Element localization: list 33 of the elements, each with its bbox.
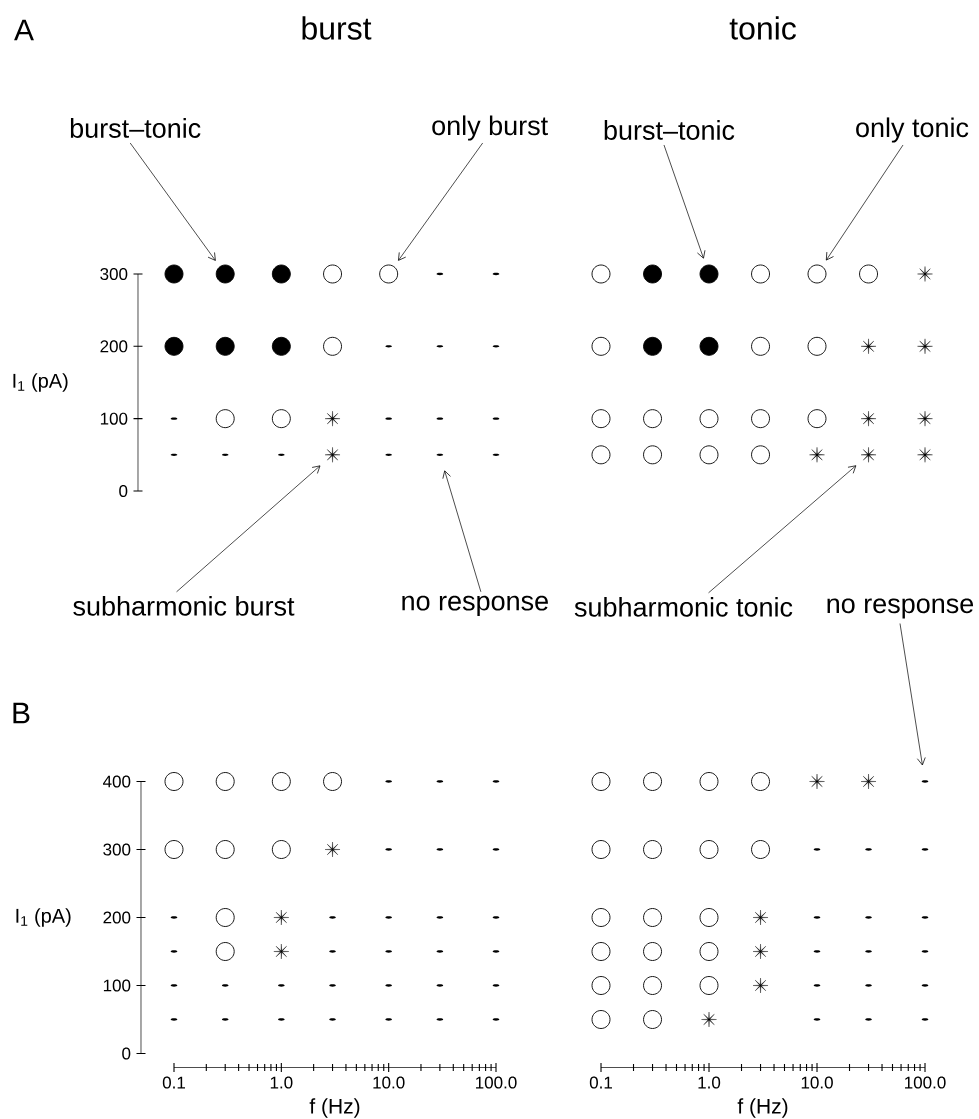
x-tick-label: 0.1: [162, 1076, 185, 1089]
y-tick-label: 200: [100, 340, 128, 353]
text: B: [13, 702, 30, 724]
chart-title: tonic: [729, 16, 796, 40]
x-tick-label: 1.0: [270, 1076, 293, 1089]
y-tick-label: 100: [103, 979, 131, 992]
y-tick-label: 300: [103, 843, 131, 856]
text: subharmonic tonic: [574, 596, 793, 617]
text: subharmonic burst: [73, 595, 295, 616]
text: burst–tonic: [70, 118, 201, 138]
y-tick-label: 0: [119, 484, 128, 498]
y-axis-title: I$_{1}$ (pA): [13, 373, 68, 392]
y-tick-label: 100: [100, 412, 128, 425]
x-axis-title: f (Hz): [309, 1098, 360, 1118]
text: only burst: [432, 115, 548, 141]
text: only tonic: [856, 117, 969, 143]
y-tick-label: 400: [103, 775, 131, 788]
x-tick-label: 0.1: [589, 1076, 612, 1089]
x-tick-label: 100.0: [905, 1076, 946, 1089]
x-tick-label: 10.0: [801, 1076, 833, 1089]
y-tick-label: 300: [100, 267, 128, 281]
x-tick-label: 10.0: [373, 1076, 405, 1089]
x-axis-title: f (Hz): [737, 1098, 788, 1118]
chart-title: burst: [302, 16, 372, 40]
x-tick-label: 100.0: [476, 1076, 517, 1089]
y-axis-title: I$_{1}$ (pA): [16, 908, 71, 927]
text: no response: [827, 598, 974, 619]
y-tick-label: 0: [122, 1047, 131, 1060]
text: no response: [402, 595, 548, 616]
text: A: [14, 19, 34, 41]
x-tick-label: 1.0: [698, 1076, 721, 1089]
text: burst–tonic: [604, 120, 735, 140]
y-tick-label: 200: [103, 911, 131, 924]
